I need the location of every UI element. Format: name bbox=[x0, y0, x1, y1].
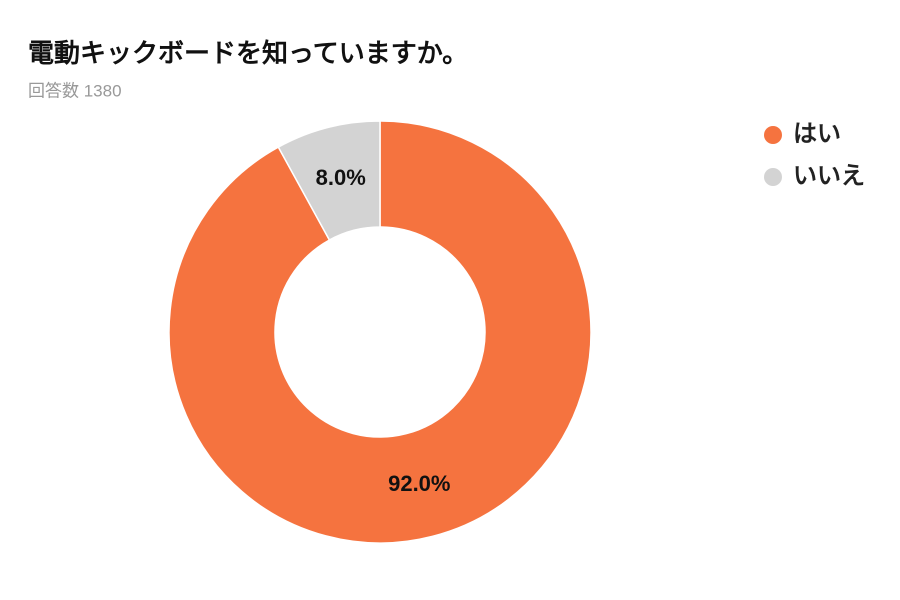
legend-label: はい bbox=[793, 120, 841, 147]
value-label: 92.0% bbox=[388, 471, 450, 496]
value-label: 8.0% bbox=[316, 165, 366, 190]
chart-title: 電動キックボードを知っていますか。 bbox=[28, 38, 468, 68]
chart-subtitle: 回答数 1380 bbox=[28, 80, 122, 100]
legend-marker bbox=[764, 126, 782, 144]
donut-slice bbox=[277, 120, 381, 242]
legend-label: いいえ bbox=[793, 162, 865, 189]
legend-marker bbox=[764, 168, 782, 186]
donut-slice bbox=[168, 120, 592, 544]
